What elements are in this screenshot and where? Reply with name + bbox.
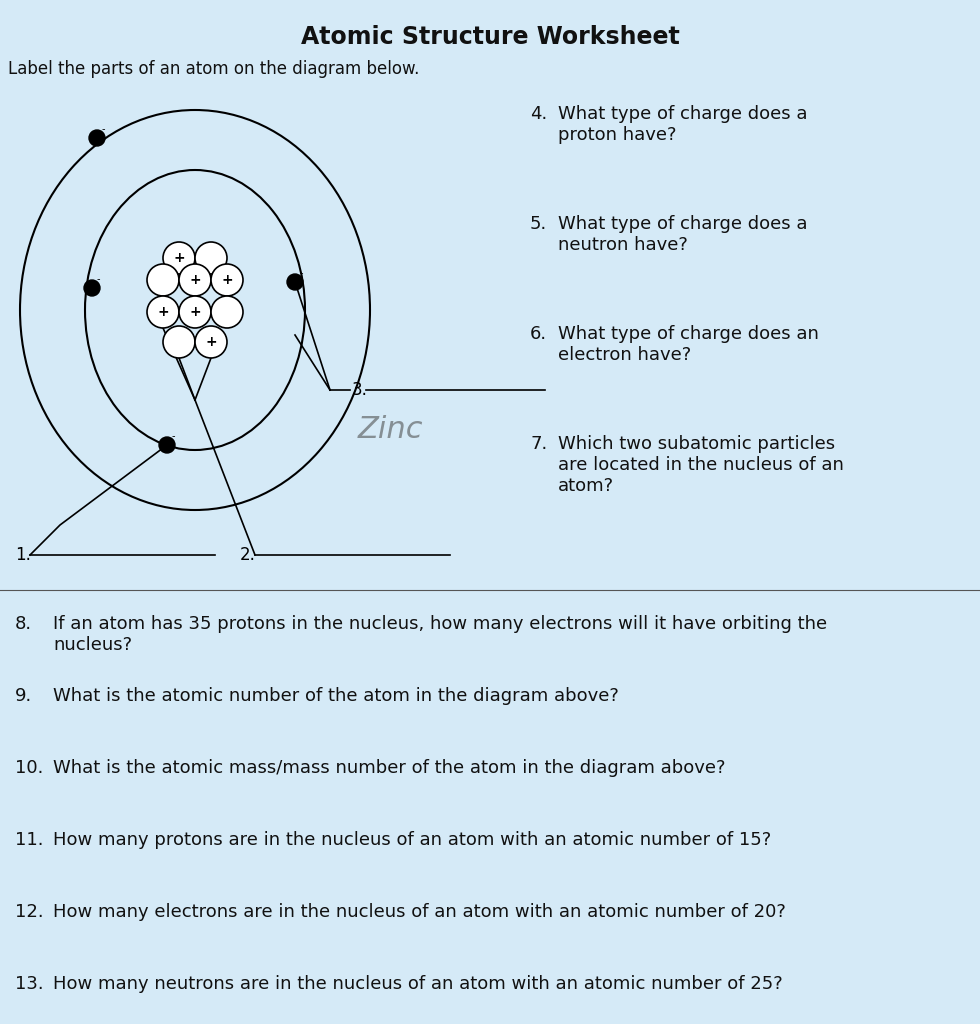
Text: -: - [96, 274, 100, 284]
Text: How many protons are in the nucleus of an atom with an atomic number of 15?: How many protons are in the nucleus of a… [53, 831, 771, 849]
Text: -: - [172, 431, 174, 441]
Text: Which two subatomic particles
are located in the nucleus of an
atom?: Which two subatomic particles are locate… [558, 435, 844, 495]
Text: 1.: 1. [15, 546, 31, 564]
Circle shape [147, 264, 179, 296]
Text: 10.: 10. [15, 759, 43, 777]
Text: +: + [157, 305, 169, 319]
Text: -: - [101, 124, 105, 134]
Text: 13.: 13. [15, 975, 44, 993]
Text: Atomic Structure Worksheet: Atomic Structure Worksheet [301, 25, 679, 49]
Text: 11.: 11. [15, 831, 43, 849]
Text: What type of charge does an
electron have?: What type of charge does an electron hav… [558, 325, 819, 364]
Circle shape [179, 296, 211, 328]
Text: 9.: 9. [15, 687, 32, 705]
Circle shape [287, 274, 303, 290]
Text: 4.: 4. [530, 105, 547, 123]
Circle shape [163, 242, 195, 274]
Circle shape [147, 296, 179, 328]
Text: 12.: 12. [15, 903, 44, 921]
Text: 6.: 6. [530, 325, 547, 343]
Text: 3.: 3. [352, 381, 368, 399]
Circle shape [163, 326, 195, 358]
Circle shape [159, 437, 175, 453]
Text: What type of charge does a
proton have?: What type of charge does a proton have? [558, 105, 808, 143]
Text: If an atom has 35 protons in the nucleus, how many electrons will it have orbiti: If an atom has 35 protons in the nucleus… [53, 615, 827, 653]
Text: 8.: 8. [15, 615, 32, 633]
Text: 5.: 5. [530, 215, 547, 233]
Circle shape [84, 280, 100, 296]
Circle shape [195, 242, 227, 274]
Circle shape [89, 130, 105, 146]
Circle shape [195, 326, 227, 358]
Text: -: - [299, 268, 303, 278]
Circle shape [211, 264, 243, 296]
Text: 2.: 2. [240, 546, 256, 564]
Text: How many electrons are in the nucleus of an atom with an atomic number of 20?: How many electrons are in the nucleus of… [53, 903, 786, 921]
Text: 7.: 7. [530, 435, 547, 453]
Text: +: + [189, 273, 201, 287]
Text: What is the atomic mass/mass number of the atom in the diagram above?: What is the atomic mass/mass number of t… [53, 759, 725, 777]
Text: Zinc: Zinc [358, 416, 422, 444]
Text: +: + [189, 305, 201, 319]
Text: +: + [221, 273, 233, 287]
Circle shape [179, 264, 211, 296]
Text: What type of charge does a
neutron have?: What type of charge does a neutron have? [558, 215, 808, 254]
Text: Label the parts of an atom on the diagram below.: Label the parts of an atom on the diagra… [8, 60, 419, 78]
Text: What is the atomic number of the atom in the diagram above?: What is the atomic number of the atom in… [53, 687, 619, 705]
Text: +: + [173, 251, 185, 265]
Circle shape [211, 296, 243, 328]
Text: How many neutrons are in the nucleus of an atom with an atomic number of 25?: How many neutrons are in the nucleus of … [53, 975, 783, 993]
Text: +: + [205, 335, 217, 349]
